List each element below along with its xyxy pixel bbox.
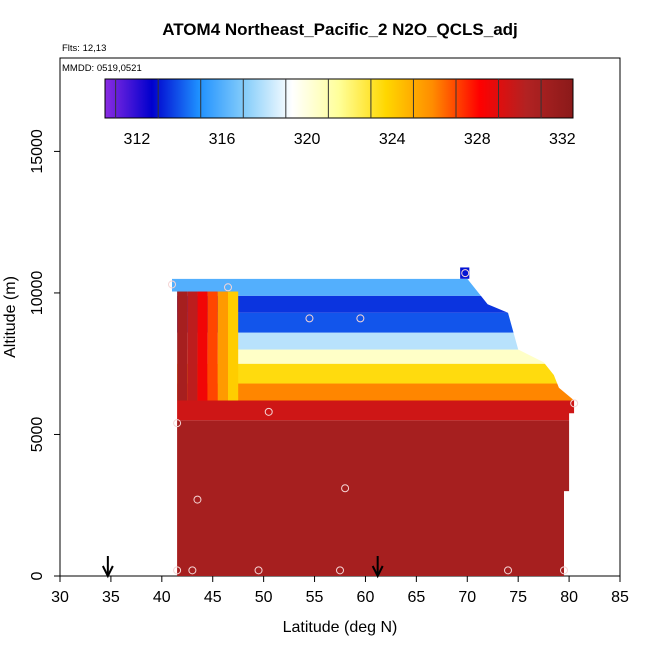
sample-point: [224, 283, 232, 292]
x-tick-label: 65: [407, 589, 425, 606]
heatmap-band: [172, 332, 575, 350]
mmdd-label: MMDD: 0519,0521: [62, 63, 142, 74]
x-tick-label: 50: [255, 589, 273, 606]
x-tick-label: 75: [509, 589, 527, 606]
sample-point: [168, 280, 176, 289]
heatmap-edge-cell: [197, 291, 208, 401]
y-tick-label: 5000: [29, 417, 46, 453]
colorbar-tick-label: 320: [294, 131, 321, 148]
chart-title: ATOM4 Northeast_Pacific_2 N2O_QCLS_adj: [162, 20, 518, 39]
x-tick-label: 55: [306, 589, 324, 606]
sample-point: [560, 566, 568, 575]
colorbar-tick-label: 316: [209, 131, 236, 148]
x-axis-label: Latitude (deg N): [283, 619, 398, 636]
colorbar-tick-label: 312: [124, 131, 151, 148]
x-tick-label: 85: [611, 589, 629, 606]
sample-point: [305, 314, 314, 323]
heatmap-band: [172, 400, 575, 421]
sample-point: [504, 566, 512, 575]
x-tick-label: 70: [458, 589, 476, 606]
heatmap-cell: [460, 267, 470, 279]
y-axis-label: Altitude (m): [2, 276, 19, 358]
sample-point: [193, 495, 202, 504]
sample-point: [264, 407, 273, 416]
x-tick-label: 35: [102, 589, 120, 606]
arrow-head: [371, 565, 384, 579]
heatmap-band: [172, 383, 575, 401]
sample-point: [341, 484, 350, 493]
heatmap-edge-cell: [217, 291, 228, 401]
x-tick-label: 40: [153, 589, 171, 606]
sample-point: [173, 419, 182, 428]
sample-point: [336, 566, 344, 575]
x-tick-label: 45: [204, 589, 222, 606]
colorbar-tick-label: 328: [464, 131, 491, 148]
x-tick-label: 80: [560, 589, 578, 606]
colorbar-ticks: 312 316 320 324 328 332: [115, 79, 576, 148]
sample-point: [254, 566, 263, 575]
colorbar-tick-label: 332: [549, 131, 576, 148]
sample-point: [188, 566, 197, 575]
heatmap-edge-cell: [207, 291, 218, 401]
x-axis: 30 35 40 45 50 55 60 65 70 75 80 85: [51, 576, 629, 606]
colorbar-tick-label: 324: [379, 131, 406, 148]
flight-arrows: [101, 556, 384, 579]
heatmap-bands: [172, 278, 575, 576]
heatmap-band: [172, 349, 575, 364]
sample-point: [570, 399, 579, 408]
heatmap-edge-cell: [228, 291, 239, 401]
sample-point: [356, 314, 365, 323]
x-tick-label: 60: [357, 589, 375, 606]
sample-point: [461, 269, 470, 278]
x-tick-label: 30: [51, 589, 69, 606]
heatmap-edge-cell: [187, 291, 198, 401]
heatmap-region: [172, 267, 575, 576]
arrow-head: [101, 565, 114, 579]
sample-point: [173, 566, 182, 575]
heatmap-band: [172, 312, 575, 333]
heatmap-edge-cell: [177, 291, 188, 401]
sample-points: [168, 269, 579, 575]
flights-label: Flts: 12,13: [62, 43, 106, 54]
colorbar: [104, 78, 574, 119]
y-axis: 0 5000 10000 15000: [29, 129, 60, 580]
heatmap-band: [172, 363, 575, 384]
y-tick-label: 10000: [29, 271, 46, 316]
y-tick-label: 0: [29, 571, 46, 580]
y-tick-label: 15000: [29, 129, 46, 174]
heatmap-band: [172, 420, 575, 576]
heatmap-band: [172, 295, 575, 313]
colorbar-fill: [104, 78, 574, 119]
